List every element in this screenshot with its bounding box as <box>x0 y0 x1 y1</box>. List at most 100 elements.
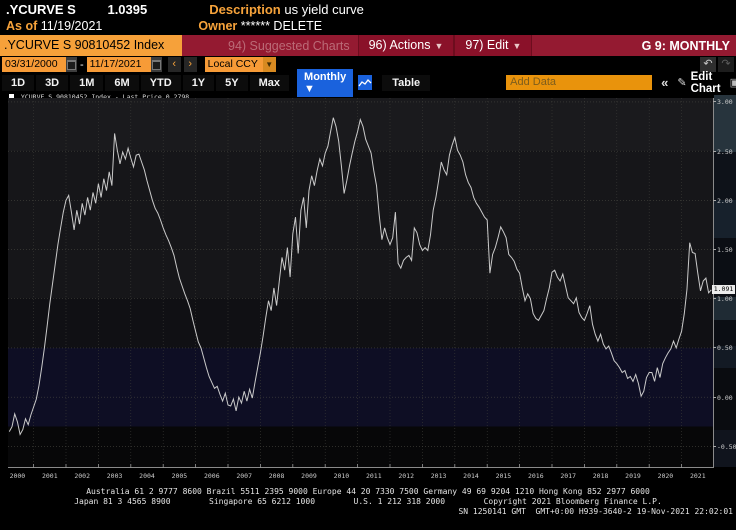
calendar-icon[interactable] <box>66 57 77 72</box>
x-axis-label: 2008 <box>268 472 285 480</box>
security-bar: .YCURVE S 90810452 Index 94) Suggested C… <box>0 35 736 56</box>
x-axis-label: 2003 <box>106 472 123 480</box>
edit-menu[interactable]: 97) Edit ▼ <box>454 35 533 56</box>
currency-select[interactable]: Local CCY <box>204 57 263 72</box>
x-axis-label: 2016 <box>527 472 544 480</box>
calendar-glyph <box>67 59 76 70</box>
annotate-icon[interactable]: ▣ <box>729 77 736 89</box>
y-axis-tick <box>713 347 716 349</box>
x-axis-label: 2015 <box>495 472 512 480</box>
footer-contacts-line2: Japan 81 3 4565 8900 Singapore 65 6212 1… <box>74 497 662 506</box>
range-tab-max[interactable]: Max <box>249 74 290 91</box>
range-tab-5y[interactable]: 5Y <box>216 74 248 91</box>
y-axis-label: 1.50 <box>717 246 733 255</box>
edit-label: 97) Edit <box>465 38 509 52</box>
function-mode-label: G 9: MONTHLY <box>641 38 730 53</box>
prev-period-button[interactable]: ‹ <box>167 57 181 72</box>
chart-background-band <box>8 98 714 152</box>
y-axis-tick <box>713 199 716 201</box>
range-tab-1d[interactable]: 1D <box>2 74 35 91</box>
collapse-panel-icon[interactable]: « <box>661 75 669 90</box>
range-tab-6m[interactable]: 6M <box>105 74 139 91</box>
axis-strip-band <box>714 297 736 320</box>
add-data-input[interactable] <box>506 75 653 90</box>
legend-label: .YCURVE S 90810452 Index - Last Price 0.… <box>17 92 190 101</box>
chart-background-band <box>8 347 714 427</box>
x-axis-label: 2002 <box>74 472 91 480</box>
range-tab-1y[interactable]: 1Y <box>182 74 215 91</box>
y-axis-label: 0.00 <box>717 393 733 402</box>
range-tab-ytd[interactable]: YTD <box>140 74 181 91</box>
y-axis-tick <box>713 445 716 447</box>
security-input[interactable]: .YCURVE S 90810452 Index <box>0 35 182 56</box>
y-axis-label: 2.00 <box>717 196 733 205</box>
actions-menu[interactable]: 96) Actions ▼ <box>357 35 455 56</box>
last-price-tag: 1.091 <box>712 285 735 295</box>
y-axis-tick <box>713 150 716 152</box>
x-axis-label: 2005 <box>171 472 188 480</box>
calendar-glyph <box>151 59 161 70</box>
x-axis-label: 2012 <box>398 472 415 480</box>
edit-chart-button[interactable]: Edit Chart <box>690 70 721 95</box>
y-axis-tick <box>713 101 716 103</box>
pencil-icon: ✎ <box>677 77 687 89</box>
x-axis-label: 2010 <box>333 472 350 480</box>
end-date-input[interactable]: 11/17/2021 <box>86 57 151 72</box>
date-separator: - <box>80 58 84 71</box>
y-axis-tick <box>713 298 716 300</box>
chevron-down-icon[interactable]: ▼ <box>262 57 276 72</box>
x-axis-label: 2014 <box>463 472 479 480</box>
yield-curve-chart[interactable] <box>8 98 714 468</box>
x-axis-label: 2013 <box>430 472 447 480</box>
table-button[interactable]: Table <box>382 74 431 91</box>
y-axis-label: 2.50 <box>717 147 733 156</box>
footer-contacts-line1: Australia 61 2 9777 8600 Brazil 5511 239… <box>86 487 650 496</box>
x-axis-label: 2011 <box>365 472 382 480</box>
axis-strip-band <box>714 95 736 152</box>
redo-icon[interactable]: ↷ <box>718 57 734 72</box>
footer-session-line: SN 1250141 GMT GMT+0:00 H939-3640-2 19-N… <box>458 507 733 516</box>
x-axis-label: 2019 <box>625 472 641 480</box>
chevron-down-icon: ▼ <box>512 41 522 51</box>
last-value: 1.0395 <box>107 2 148 17</box>
x-axis-label: 2006 <box>203 472 220 480</box>
y-axis-tick <box>713 396 716 398</box>
y-axis-label: 0.50 <box>717 344 733 353</box>
y-axis-label: 1.00 <box>717 295 733 304</box>
x-axis-label: 2017 <box>560 472 577 480</box>
ticker: .YCURVE S <box>6 2 76 17</box>
y-axis-label: -0.50 <box>717 442 736 451</box>
suggested-charts-button[interactable]: 94) Suggested Charts <box>228 38 350 53</box>
range-tabs: 1D 3D 1M 6M YTD 1Y 5Y Max <box>0 74 290 91</box>
undo-icon[interactable]: ↶ <box>700 57 716 72</box>
price-line <box>8 117 712 436</box>
axis-strip-band <box>714 346 736 368</box>
chart-legend[interactable]: .YCURVE S 90810452 Index - Last Price 0.… <box>9 92 189 101</box>
axis-strip-band <box>714 368 736 430</box>
header-row-1: .YCURVE S 1.0395 Description us yield cur… <box>6 2 364 17</box>
legend-swatch <box>9 94 14 99</box>
next-period-button[interactable]: › <box>183 57 197 72</box>
range-tab-1m[interactable]: 1M <box>70 74 104 91</box>
x-axis-label: 2009 <box>301 472 317 480</box>
asof-label: As of <box>6 19 38 33</box>
y-axis-tick <box>713 249 716 251</box>
date-range-bar: 03/31/2000 - 11/17/2021 ‹ › Local CCY ▼ … <box>0 56 736 73</box>
start-date-input[interactable]: 03/31/2000 <box>2 57 66 72</box>
asof-date: 11/19/2021 <box>40 19 103 33</box>
x-axis-label: 2001 <box>41 472 58 480</box>
description-label: Description <box>209 2 281 17</box>
owner-value: ****** DELETE <box>240 19 323 33</box>
actions-label: 96) Actions <box>368 38 431 52</box>
line-chart-icon[interactable] <box>358 75 373 90</box>
owner-label: Owner <box>198 19 238 33</box>
frequency-dropdown[interactable]: Monthly ▼ <box>297 68 354 97</box>
x-axis-label: 2007 <box>236 472 253 480</box>
axis-strip-band <box>714 152 736 200</box>
header-row-2: As of 11/19/2021 Owner ****** DELETE <box>6 19 322 33</box>
range-tab-3d[interactable]: 3D <box>36 74 69 91</box>
chart-background-band <box>8 298 714 348</box>
calendar-icon[interactable] <box>150 57 162 72</box>
chart-background-band <box>8 426 714 468</box>
